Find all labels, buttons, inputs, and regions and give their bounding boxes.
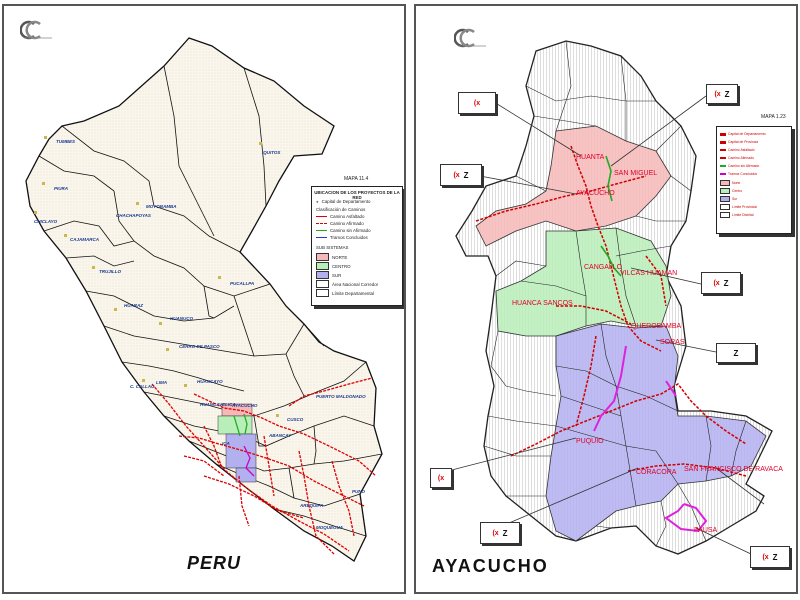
legend-row: NORTE xyxy=(316,253,347,261)
city-label: HUARAZ xyxy=(124,303,143,308)
city-label: PUCALLPA xyxy=(230,281,255,286)
city-label: MOYOBAMBA xyxy=(146,204,177,209)
legend-row: Límite Provincial xyxy=(720,204,757,210)
city-label: PUERTO MALDONADO xyxy=(316,394,366,399)
callout-box: (x xyxy=(430,468,452,488)
city-label: CERRO DE PASCO xyxy=(179,344,220,349)
city-label: PIURA xyxy=(54,186,69,191)
concluded-segments xyxy=(593,345,708,533)
legend-row: Tramos Concluidos xyxy=(720,172,757,176)
concluded-segments xyxy=(243,445,255,477)
city-label: CHICLAYO xyxy=(34,219,58,224)
city-label: HUANCAYO xyxy=(197,379,223,384)
place-label: HUANTA xyxy=(576,154,605,161)
legend-row: SUB SISTEMAS xyxy=(316,245,349,250)
callout-box: Z xyxy=(716,343,756,363)
city-label: TUMBES xyxy=(56,139,75,144)
company-logo xyxy=(20,20,56,40)
legend-row: Camino Asfaltado xyxy=(720,148,755,152)
legend-row: Camino Asfaltado xyxy=(316,214,364,219)
legend-row: SUR xyxy=(316,271,341,279)
city-label: HUANUCO xyxy=(170,316,193,321)
callout-box: (x Z xyxy=(706,84,738,104)
ayacucho-legend: Capital de Departamento Capital de Provi… xyxy=(716,126,792,234)
legend-row: Centro xyxy=(720,188,742,194)
place-label: SAN MIGUEL xyxy=(614,170,658,177)
legend-row: Capital de Departamento xyxy=(720,132,766,136)
place-label: CORACORA xyxy=(636,469,677,476)
city-label: C. CALLAO xyxy=(130,384,155,389)
city-label: AYACUCHO xyxy=(232,403,258,408)
peru-map-panel: MAPA 11.4 UBICACION DE LOS PROYECTOS DE … xyxy=(2,4,406,594)
place-label: QUEROBAMBA xyxy=(631,323,682,330)
city-label: TRUJILLO xyxy=(99,269,121,274)
city-label: CAJAMARCA xyxy=(70,237,99,242)
peru-map-title: PERU xyxy=(187,553,242,573)
legend-row: Camino Afirmado xyxy=(316,221,364,226)
city-label: CUSCO xyxy=(287,417,304,422)
callout-box: (x Z xyxy=(750,546,790,568)
ayacucho-map-panel: MAPA 1.23 Capital de Departamento Capita… xyxy=(414,4,798,594)
city-label: AREQUIPA xyxy=(300,503,324,508)
place-label: CANGALLO xyxy=(584,264,623,271)
place-label: PUQUIO xyxy=(576,438,604,445)
legend-row: CENTRO xyxy=(316,262,351,270)
place-label: HUANCA SANCOS xyxy=(512,300,573,307)
peru-map-canvas xyxy=(25,37,383,562)
city-label: IQUITOS xyxy=(262,150,281,155)
city-label: LIMA xyxy=(156,380,167,385)
city-label: MOQUEGUA xyxy=(316,525,343,530)
region-north xyxy=(475,125,672,247)
callout-lines xyxy=(443,95,765,555)
peru-legend: UBICACION DE LOS PROYECTOS DE LA RED ● Ca… xyxy=(311,186,403,306)
legend-row: Sur xyxy=(720,196,737,202)
legend-row: Tramos Concluidos xyxy=(316,235,368,240)
city-label: PUNO xyxy=(352,489,366,494)
company-logo xyxy=(454,28,490,48)
place-label: AYACUCHO xyxy=(576,190,615,197)
city-label: HUANCAVELICA xyxy=(200,402,236,407)
city-label: ABANCAY xyxy=(269,433,292,438)
legend-row: Límite Departamental xyxy=(316,289,374,297)
legend-row: Camino sin Afirmado xyxy=(316,228,371,233)
peru-map-number: MAPA 11.4 xyxy=(344,176,369,182)
city-label: ICA xyxy=(222,441,230,446)
district-boundaries xyxy=(483,40,747,547)
road-network xyxy=(151,377,377,555)
callout-box: (x Z xyxy=(440,164,482,186)
callout-box: (x xyxy=(458,92,496,114)
legend-row: Clasificación de Caminos xyxy=(316,207,366,212)
legend-row: Camino sin Afirmado xyxy=(720,164,759,168)
legend-row: Capital de Provincia xyxy=(720,140,758,144)
callout-box: (x Z xyxy=(701,272,741,294)
ayacucho-map-title: AYACUCHO xyxy=(432,556,549,576)
capital-markers xyxy=(34,136,279,417)
legend-row: Límite Distrital xyxy=(720,212,753,218)
callout-box: (x Z xyxy=(480,522,520,544)
place-label: PAUSA xyxy=(694,527,718,534)
road-network xyxy=(475,145,747,477)
place-label: SAN FRANCISCO DE RAVACA xyxy=(684,466,783,473)
legend-row: Área Nacional Corredor xyxy=(316,280,378,288)
ayacucho-map-number: MAPA 1.23 xyxy=(761,114,786,120)
place-label: VILCAS HUAMAN xyxy=(620,270,678,277)
legend-row: Norte xyxy=(720,180,740,186)
rural-roads xyxy=(600,155,622,277)
city-label: CHACHAPOYAS xyxy=(116,213,151,218)
rural-roads xyxy=(233,413,248,437)
peru-legend-title: UBICACION DE LOS PROYECTOS DE LA RED xyxy=(314,190,400,200)
legend-row: Camino Afirmado xyxy=(720,156,754,160)
ayacucho-map-canvas xyxy=(443,40,773,555)
place-label: SORAS xyxy=(660,339,685,346)
legend-row: ● Capital de Departamento xyxy=(316,199,371,204)
